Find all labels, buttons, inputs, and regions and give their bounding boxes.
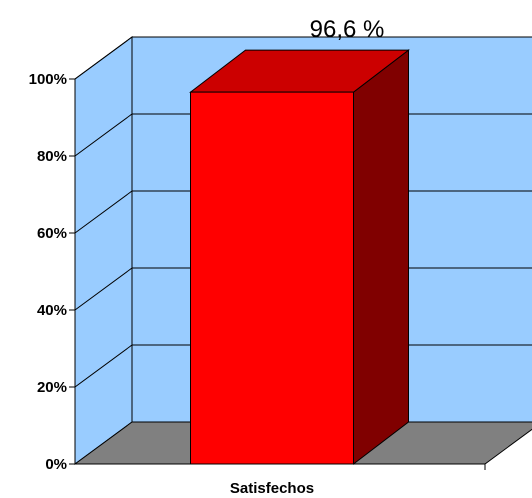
- y-tick-label: 0%: [45, 456, 67, 473]
- x-category-label: Satisfechos: [230, 480, 314, 497]
- bar: [190, 91, 354, 465]
- labels: 96,6 % Satisfechos: [230, 16, 384, 497]
- y-axis-ticks: 0% 20% 40% 60% 80% 100%: [29, 71, 75, 473]
- bars: [189, 49, 410, 466]
- y-tick-label: 80%: [37, 148, 67, 165]
- bar-side: [353, 49, 409, 466]
- gridline: [74, 36, 532, 80]
- y-tick-label: 100%: [29, 71, 67, 88]
- y-tick-label: 60%: [37, 225, 67, 242]
- bar-data-label: 96,6 %: [310, 16, 385, 43]
- side-wall: [74, 36, 133, 465]
- y-tick-label: 40%: [37, 302, 67, 319]
- y-tick-label: 20%: [37, 379, 67, 396]
